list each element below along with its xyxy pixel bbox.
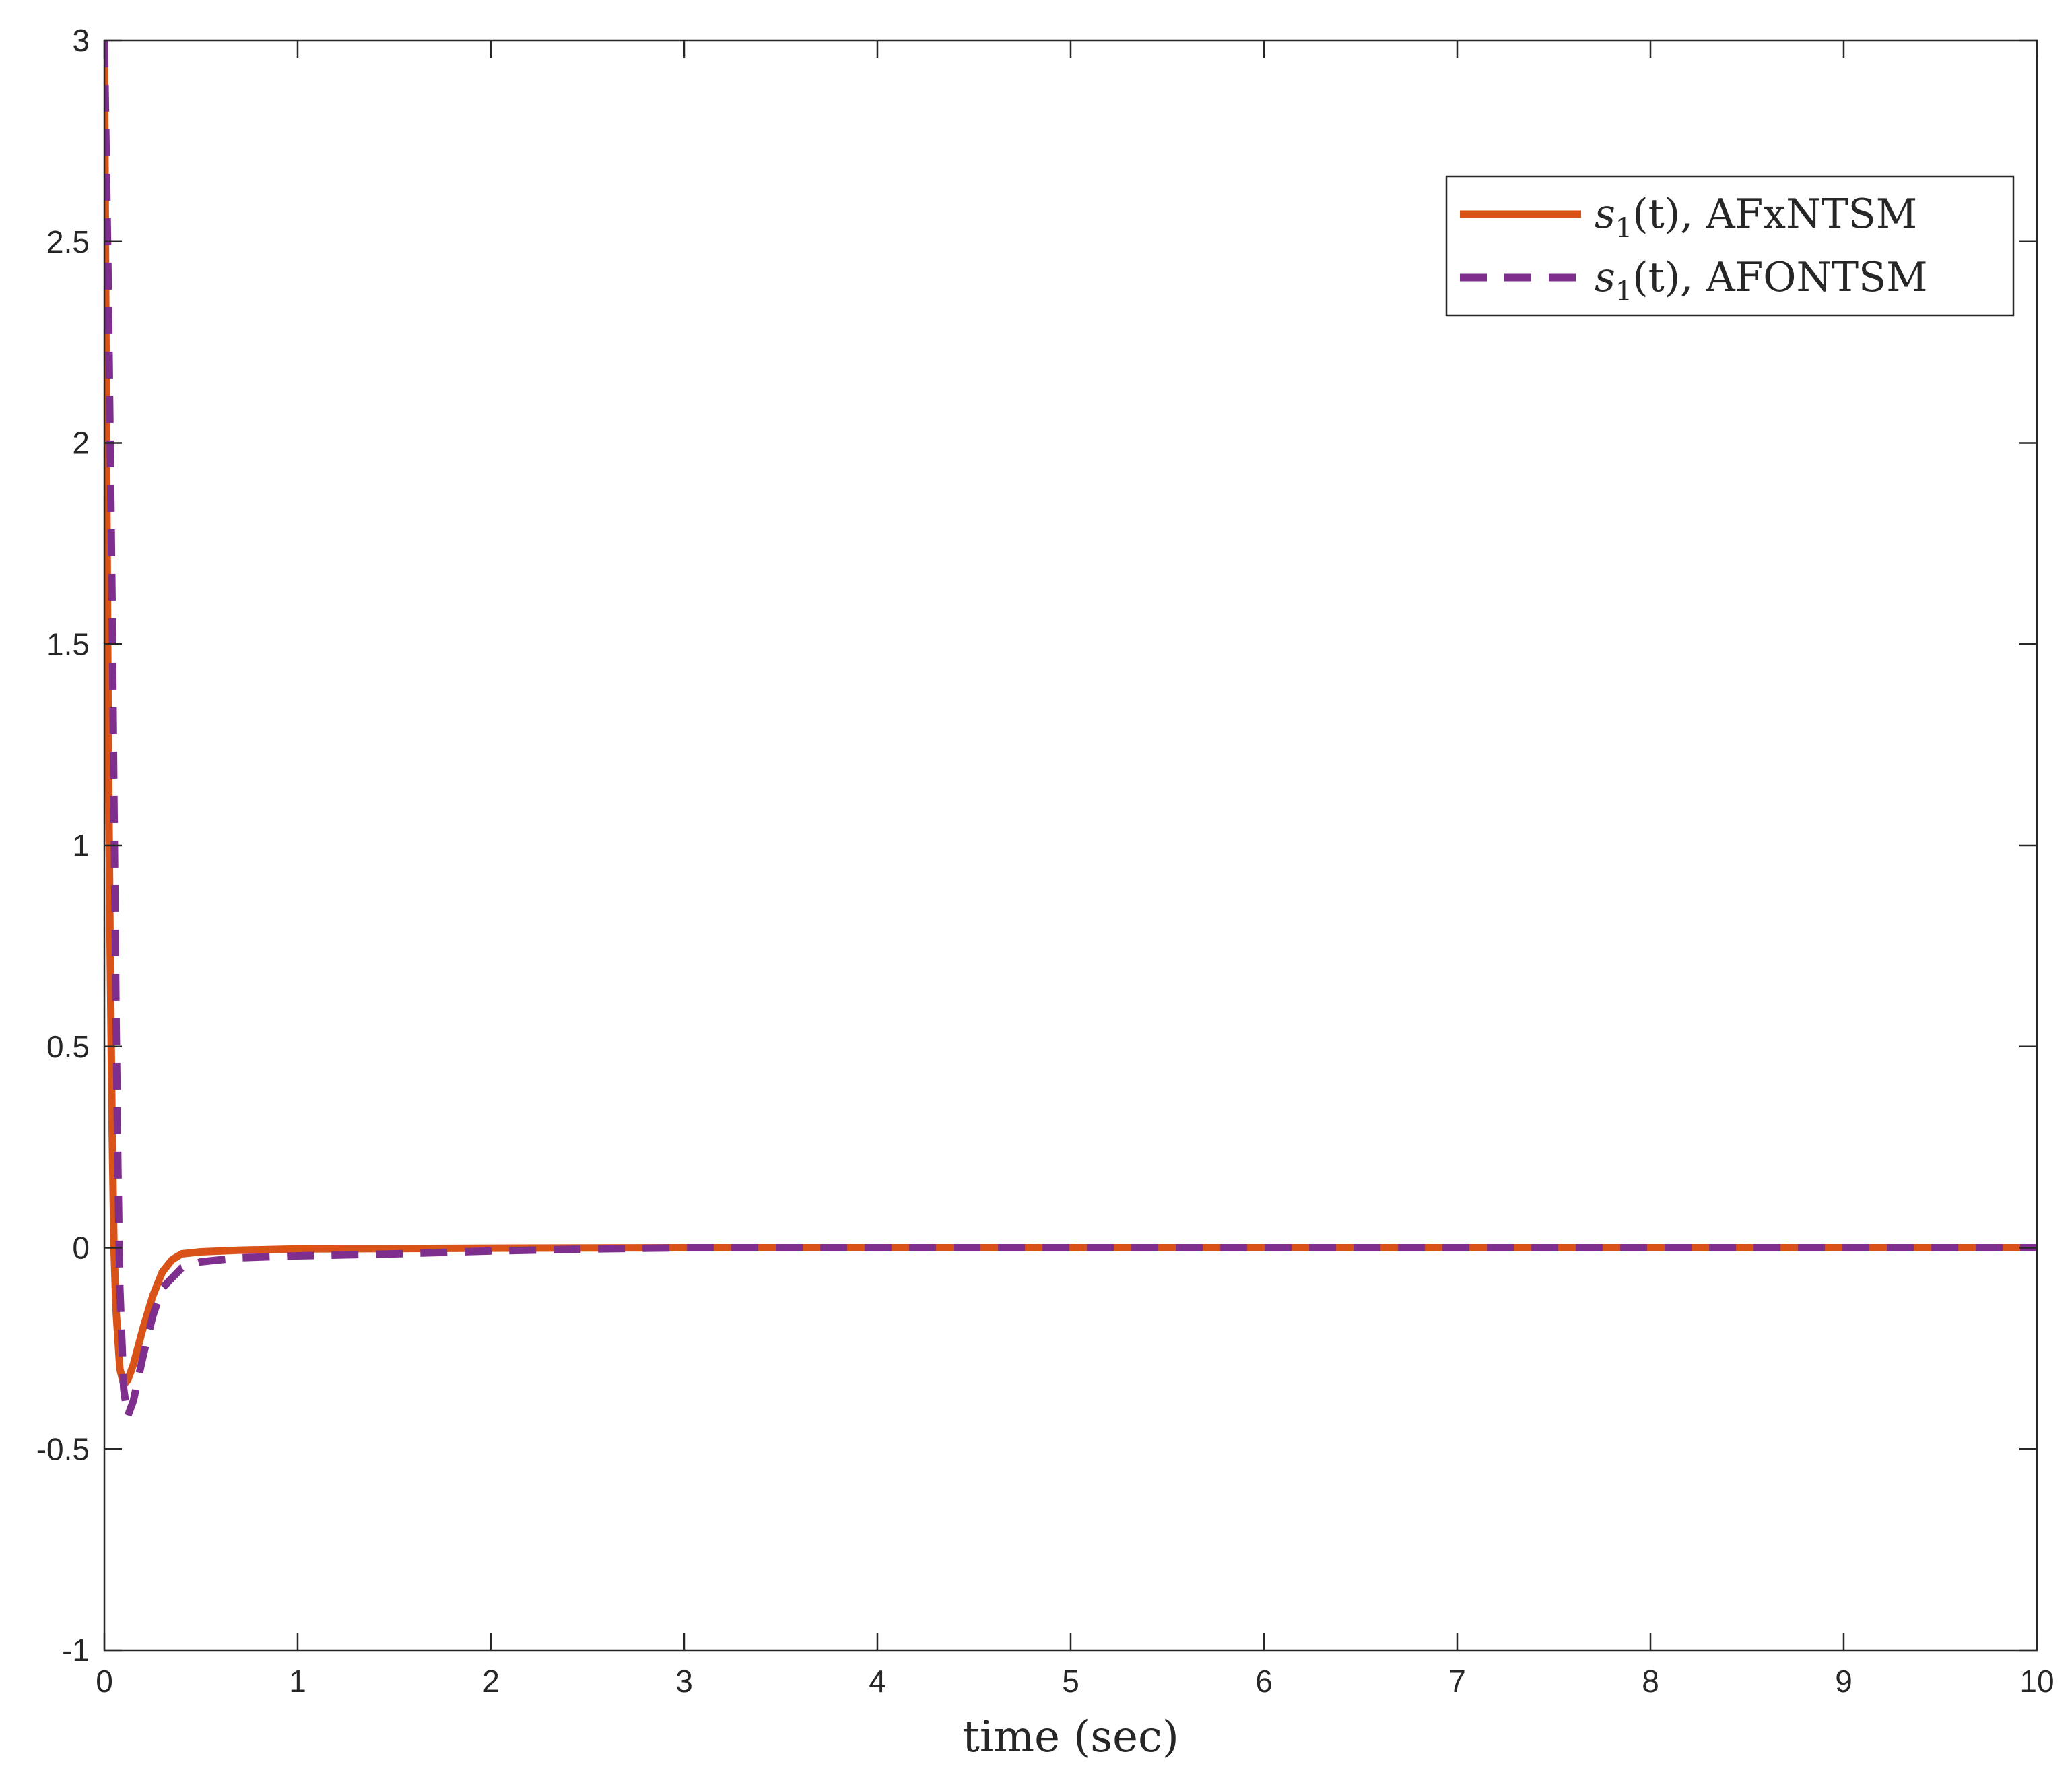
legend-math-symbol: s — [1595, 254, 1615, 301]
y-tick-label: 1 — [72, 828, 90, 863]
x-tick-label: 8 — [1642, 1664, 1659, 1699]
y-tick-label: 2 — [72, 426, 90, 461]
y-tick-label: -1 — [62, 1633, 90, 1668]
ticks-layer: 0 1 2 3 4 5 6 7 8 9 10 -1 -0.5 0 0.5 1 1.5 2 2.5 3 — [36, 23, 2054, 1699]
x-tick-label: 3 — [675, 1664, 693, 1699]
x-tick-label: 5 — [1062, 1664, 1079, 1699]
x-axis-label: time (sec) — [962, 1712, 1179, 1762]
plot-layer — [104, 40, 2037, 1421]
legend-label-1: s1(t), AFONTSM — [1595, 254, 1928, 307]
legend-series-name: (t), AFxNTSM — [1632, 191, 1917, 238]
x-tick-label: 7 — [1448, 1664, 1466, 1699]
y-tick-label: 2.5 — [46, 224, 90, 259]
series-line-afontsm — [104, 40, 2037, 1421]
y-tick-label: -0.5 — [36, 1431, 90, 1466]
y-tick-label: 0 — [72, 1231, 90, 1266]
series-group — [104, 40, 2037, 1421]
x-tick-label: 1 — [289, 1664, 306, 1699]
y-tick-label: 0.5 — [46, 1029, 90, 1064]
legend-series-name: (t), AFONTSM — [1632, 254, 1927, 301]
y-tick-label: 1.5 — [46, 626, 90, 661]
x-tick-label: 2 — [482, 1664, 500, 1699]
legend-subscript: 1 — [1615, 213, 1632, 244]
legend-math-symbol: s — [1595, 191, 1615, 238]
x-tick-label: 4 — [869, 1664, 886, 1699]
x-tick-label: 9 — [1835, 1664, 1852, 1699]
y-tick-label: 3 — [72, 23, 90, 58]
legend-subscript: 1 — [1615, 276, 1632, 307]
legend-label-0: s1(t), AFxNTSM — [1595, 191, 1917, 244]
legend-box — [1445, 175, 2015, 317]
x-tick-label: 0 — [96, 1664, 113, 1699]
x-tick-label: 10 — [2019, 1664, 2054, 1699]
x-tick-label: 6 — [1255, 1664, 1273, 1699]
